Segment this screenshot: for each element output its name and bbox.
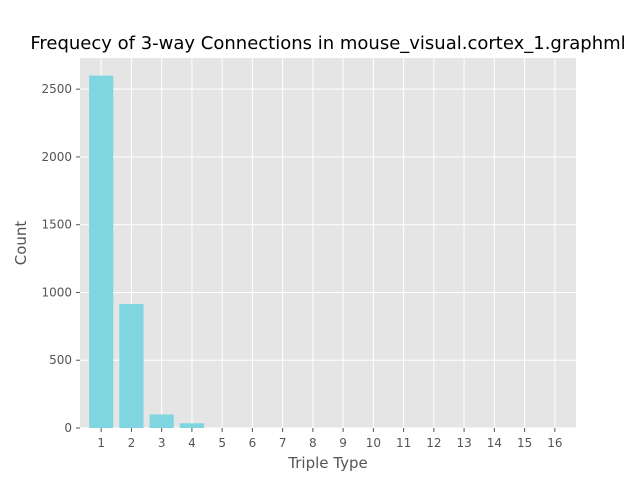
x-tick-label: 13 <box>456 436 471 450</box>
y-tick-labels: 0 500 1000 1500 2000 2500 <box>41 82 80 435</box>
x-tick-label: 2 <box>128 436 136 450</box>
x-tick-label: 3 <box>158 436 166 450</box>
y-tick-label: 2000 <box>41 150 72 164</box>
bar-2 <box>119 303 144 428</box>
x-axis-label: Triple Type <box>287 454 367 472</box>
y-tick-label: 500 <box>49 353 72 367</box>
x-gridlines <box>100 58 556 428</box>
y-gridlines <box>80 88 576 429</box>
plot-background <box>80 58 576 428</box>
y-tick-label: 1500 <box>41 218 72 232</box>
bar-4 <box>179 423 204 428</box>
y-tick-label: 2500 <box>41 82 72 96</box>
x-tick-label: 7 <box>279 436 287 450</box>
x-tick-label: 16 <box>547 436 562 450</box>
x-tick-label: 6 <box>249 436 257 450</box>
bars <box>89 75 204 428</box>
x-tick-labels: 1 2 3 4 5 6 7 8 9 10 11 12 13 14 15 16 <box>97 428 562 450</box>
x-tick-label: 15 <box>517 436 532 450</box>
x-tick-label: 9 <box>339 436 347 450</box>
bar-1 <box>89 75 114 428</box>
x-tick-label: 11 <box>396 436 411 450</box>
y-tick-label: 1000 <box>41 285 72 299</box>
bar-3 <box>149 414 174 428</box>
x-tick-label: 1 <box>97 436 105 450</box>
y-axis-label: Count <box>12 221 30 266</box>
y-tick-label: 0 <box>64 421 72 435</box>
chart-title: Frequecy of 3-way Connections in mouse_v… <box>30 33 625 54</box>
x-tick-label: 5 <box>218 436 226 450</box>
x-tick-label: 4 <box>188 436 196 450</box>
x-tick-label: 8 <box>309 436 317 450</box>
x-tick-label: 10 <box>366 436 381 450</box>
x-tick-label: 12 <box>426 436 441 450</box>
x-tick-label: 14 <box>487 436 502 450</box>
